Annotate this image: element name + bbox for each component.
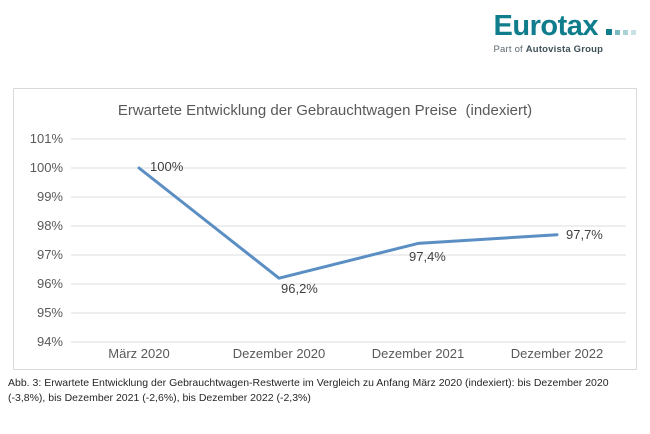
y-tick-label: 97%: [36, 247, 63, 262]
data-label: 97,7%: [566, 226, 603, 242]
y-tick-label: 100%: [29, 160, 63, 175]
tagline-brand: Autovista Group: [525, 44, 604, 55]
chart-title: Erwartete Entwicklung der Gebrauchtwagen…: [117, 102, 533, 119]
eurotax-dots-icon: [603, 29, 636, 35]
x-tick-label: Dezember 2020: [232, 346, 326, 361]
y-tick-label: 99%: [36, 189, 63, 204]
y-tick-label: 94%: [36, 334, 63, 349]
x-tick-label: Dezember 2022: [510, 346, 604, 361]
plot-area: [71, 138, 626, 343]
figure-caption: Abb. 3: Erwartete Entwicklung der Gebrau…: [8, 377, 609, 404]
y-tick-label: 101%: [29, 131, 63, 146]
chart-panel: Erwartete Entwicklung der Gebrauchtwagen…: [13, 88, 637, 370]
y-tick-label: 95%: [36, 305, 63, 320]
eurotax-wordmark: Eurotax: [493, 10, 599, 42]
logo-tagline: Part of Autovista Group: [494, 44, 636, 55]
trend-line: [137, 166, 559, 280]
y-tick-label: 96%: [36, 276, 63, 291]
data-label: 96,2%: [281, 281, 318, 297]
x-tick-label: März 2020: [108, 346, 170, 361]
eurotax-logo: Eurotax Part of Autovista Group: [494, 12, 636, 55]
data-label: 100%: [150, 159, 184, 174]
y-tick-label: 98%: [36, 218, 63, 233]
data-label: 97,4%: [409, 249, 446, 265]
x-tick-label: Dezember 2021: [371, 346, 465, 361]
tagline-prefix: Part of: [493, 44, 523, 55]
